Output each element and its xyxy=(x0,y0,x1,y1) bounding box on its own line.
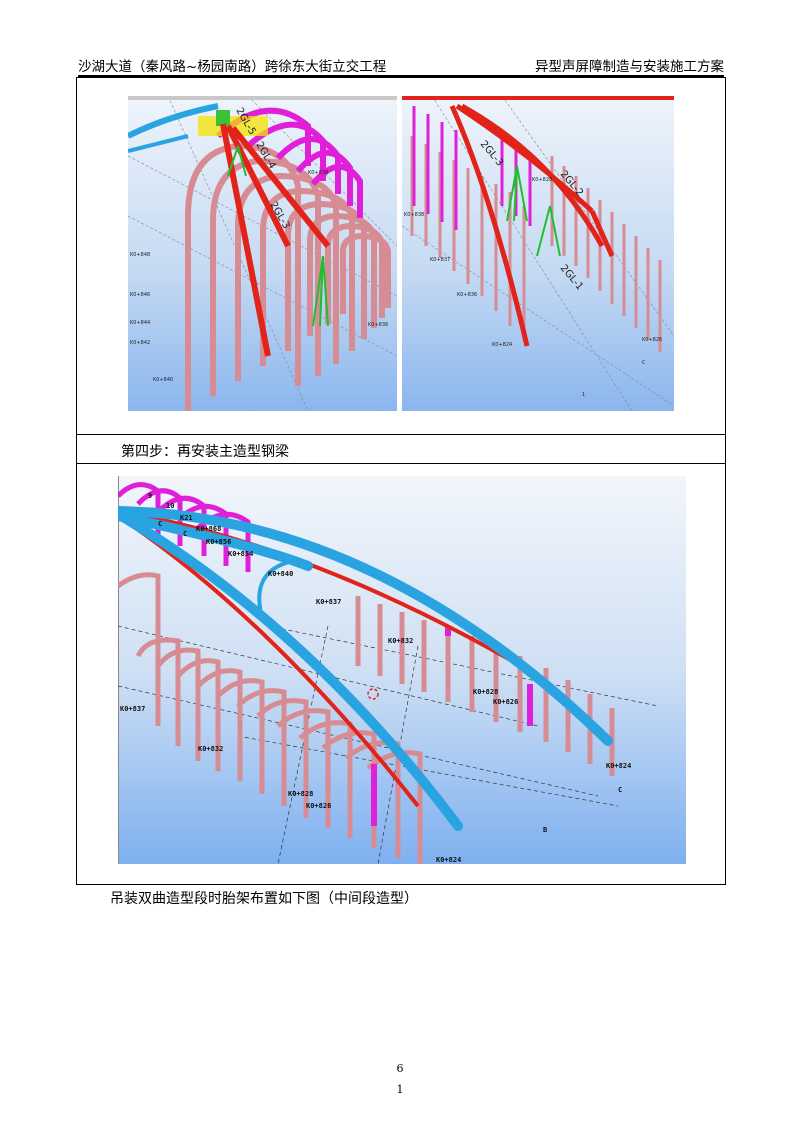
station-label: K0+837 xyxy=(430,257,450,263)
station-label: K0+838 xyxy=(308,170,328,176)
station-label: K0+836 xyxy=(457,292,477,298)
station-label: K0+840 xyxy=(153,377,173,383)
station-label: K0+837 xyxy=(316,598,341,606)
sheet-number: 1 xyxy=(396,1083,404,1096)
station-label: K0+844 xyxy=(130,320,150,326)
station-label: K0+824 xyxy=(436,856,461,864)
station-label: K0+826 xyxy=(642,337,662,343)
station-label: K0+832 xyxy=(388,637,413,645)
table-row-images: 2GL-5 2GL-4 2GL-3 K0+848 K0+846 K0+844 K… xyxy=(77,78,725,435)
axis-label: B xyxy=(543,826,547,834)
axis-label: C xyxy=(183,530,187,538)
station-label: K0+824 xyxy=(606,762,631,770)
small-label: K21 xyxy=(180,514,193,522)
axis-label: C xyxy=(158,520,162,528)
station-label: K0+856 xyxy=(206,538,231,546)
station-label: K0+828 xyxy=(532,177,552,183)
header-rule xyxy=(78,75,724,77)
station-label: K0+846 xyxy=(130,292,150,298)
header-document-title: 异型声屏障制造与安装施工方案 xyxy=(535,59,724,75)
axis-label: C xyxy=(618,786,622,794)
model-screenshot-right: 2GL-3 2GL-2 2GL-1 K0+838 K0+837 K0+836 K… xyxy=(402,96,674,411)
table-row-main-image: 9 10 K21 C C K0+868 K0+856 K0+854 K0+840… xyxy=(77,464,725,884)
station-label: K0+828 xyxy=(473,688,498,696)
page-number: 6 xyxy=(396,1062,404,1075)
station-label: K0+826 xyxy=(306,802,331,810)
axis-label: C xyxy=(642,360,646,366)
content-table: 2GL-5 2GL-4 2GL-3 K0+848 K0+846 K0+844 K… xyxy=(76,77,726,885)
station-label: K0+828 xyxy=(288,790,313,798)
station-label: K0+836 xyxy=(368,322,388,328)
model-screenshot-main: 9 10 K21 C C K0+868 K0+856 K0+854 K0+840… xyxy=(118,476,686,864)
station-label: K0+838 xyxy=(404,212,424,218)
station-label: K0+848 xyxy=(130,252,150,258)
model-screenshot-left: 2GL-5 2GL-4 2GL-3 K0+848 K0+846 K0+844 K… xyxy=(128,96,397,411)
small-label: 9 xyxy=(148,492,152,500)
axis-label: 1 xyxy=(582,392,585,398)
station-label: K0+826 xyxy=(493,698,518,706)
station-label: K0+868 xyxy=(196,525,221,533)
header-project-title: 沙湖大道（秦风路~杨园南路）跨徐东大街立交工程 xyxy=(78,59,387,75)
station-label: K0+837 xyxy=(120,705,145,713)
station-label: K0+840 xyxy=(268,570,293,578)
figure-caption: 吊装双曲造型段时胎架布置如下图（中间段造型） xyxy=(110,891,418,907)
station-label: K0+854 xyxy=(228,550,253,558)
station-label: K0+832 xyxy=(198,745,223,753)
small-label: 10 xyxy=(166,502,174,510)
station-label: K0+824 xyxy=(492,342,512,348)
page-header: 沙湖大道（秦风路~杨园南路）跨徐东大街立交工程 异型声屏障制造与安装施工方案 xyxy=(78,55,724,75)
station-label: K0+842 xyxy=(130,340,150,346)
step-label: 第四步：再安装主造型钢梁 xyxy=(121,444,289,460)
table-row-step: 第四步：再安装主造型钢梁 xyxy=(77,435,725,464)
